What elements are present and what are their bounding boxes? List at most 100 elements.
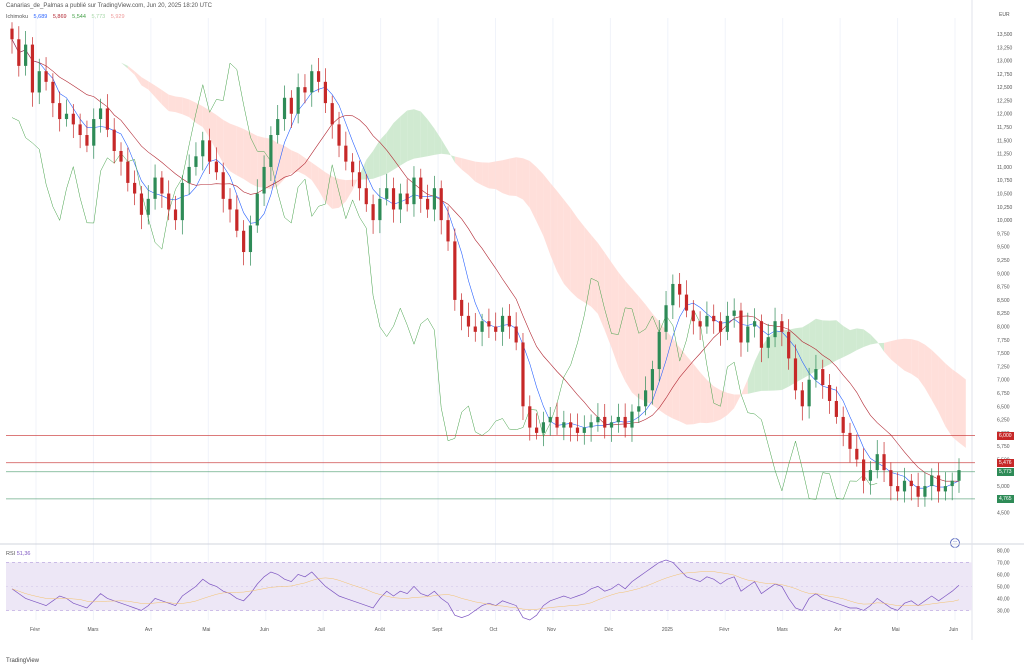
cloud-segment xyxy=(788,328,796,387)
cloud-segment xyxy=(291,150,299,174)
candle-body xyxy=(637,406,641,412)
price-axis: 13,500 13,250 13,000 12,750 12,500 12,250 12,0… xyxy=(997,32,1013,614)
cloud-segment xyxy=(734,394,741,409)
cloud-segment xyxy=(884,341,891,360)
cloud-segment xyxy=(836,320,844,361)
candle-body xyxy=(705,315,709,327)
cloud-segment xyxy=(686,355,694,425)
cloud-segment xyxy=(209,110,217,151)
ichimoku-value-5: 5,929 xyxy=(110,14,125,20)
cloud-segment xyxy=(359,159,367,180)
cloud-segment xyxy=(434,128,442,155)
ichimoku-legend[interactable]: Ichimoku 5,689 5,869 5,544 5,773 5,929 xyxy=(6,14,129,20)
candle-body xyxy=(262,166,266,194)
candle-body xyxy=(405,193,409,205)
cloud-segment xyxy=(843,325,850,358)
price-tick-label: 9,000 xyxy=(997,271,1010,277)
candle-body xyxy=(323,81,327,104)
cloud-segment xyxy=(877,341,885,352)
rsi-legend[interactable]: RSI 51,36 xyxy=(6,551,30,557)
candle-body xyxy=(480,321,484,332)
cloud-segment xyxy=(413,109,421,159)
cloud-segment xyxy=(332,176,340,209)
candle-body xyxy=(385,188,389,199)
cloud-segment xyxy=(155,85,162,105)
time-tick-label: Avr xyxy=(145,627,153,633)
candle-body xyxy=(930,475,934,487)
candle-body xyxy=(419,177,423,199)
cloud-segment xyxy=(298,153,305,175)
cloud-segment xyxy=(693,363,701,425)
candle-body xyxy=(494,326,498,332)
candle-body xyxy=(207,140,212,162)
time-tick-label: Févr xyxy=(719,627,729,633)
cloud-segment xyxy=(148,81,156,97)
candle-body xyxy=(650,369,655,391)
candle-body xyxy=(827,385,832,401)
candle-body xyxy=(821,369,825,386)
candle-body xyxy=(316,71,321,82)
candle-body xyxy=(64,113,69,120)
candle-body xyxy=(187,166,191,183)
cloud-segment xyxy=(761,337,769,391)
candle-body xyxy=(146,198,150,215)
cloud-segment xyxy=(938,356,946,427)
candle-body xyxy=(766,337,770,348)
candle-body xyxy=(439,188,443,221)
candle-body xyxy=(534,427,539,433)
candle-body xyxy=(412,177,416,205)
price-tick-label: 12,500 xyxy=(997,85,1013,91)
cloud-segment xyxy=(959,374,966,448)
candle-body xyxy=(507,315,511,327)
price-tick-label: 6,500 xyxy=(997,404,1010,410)
candle-body xyxy=(875,454,879,471)
price-tick-label: 9,500 xyxy=(997,245,1010,251)
cloud-segment xyxy=(482,162,489,189)
candle-body xyxy=(330,103,334,125)
candle-body xyxy=(868,470,873,481)
cloud-segment xyxy=(577,217,585,303)
cloud-segment xyxy=(638,296,646,402)
cloud-segment xyxy=(775,330,782,391)
rsi-value: 51,36 xyxy=(16,551,31,557)
price-tick-label: 13,250 xyxy=(997,45,1013,51)
cloud-segment xyxy=(706,379,714,424)
cloud-segment xyxy=(618,272,626,382)
candle-body xyxy=(44,71,48,82)
price-tick-label: 10,750 xyxy=(997,178,1013,184)
price-tag: 6,000 xyxy=(997,431,1014,440)
candle-body xyxy=(289,97,293,114)
cloud-segment xyxy=(339,178,346,208)
candle-body xyxy=(228,198,232,210)
candle-body xyxy=(773,321,777,338)
candle-body xyxy=(555,416,559,428)
cloud-segment xyxy=(727,392,735,415)
candle-body xyxy=(425,198,430,210)
kijun-line xyxy=(11,39,959,482)
cloud-segment xyxy=(264,137,271,189)
cloud-segment xyxy=(202,106,210,138)
cloud-segment xyxy=(829,320,837,365)
price-tag: 5,476 xyxy=(997,458,1014,467)
cloud-segment xyxy=(720,390,728,420)
time-tick-label: Oct xyxy=(490,627,498,633)
candle-body xyxy=(603,416,607,428)
price-tag: 5,773 xyxy=(997,467,1014,476)
candle-body xyxy=(957,470,961,481)
tenkan-line xyxy=(11,39,960,489)
cloud-segment xyxy=(318,167,326,203)
candle-body xyxy=(337,124,341,146)
candle-body xyxy=(582,427,586,433)
candle-body xyxy=(950,480,954,487)
candle-body xyxy=(780,321,784,332)
cloud-segment xyxy=(815,318,823,372)
candle-body xyxy=(575,427,580,433)
cloud-segment xyxy=(345,179,353,202)
rsi-ma-line xyxy=(11,571,960,610)
tradingview-brand[interactable]: TradingView xyxy=(6,658,40,664)
candle-body xyxy=(562,422,566,428)
candle-body xyxy=(664,305,668,332)
cloud-segment xyxy=(802,323,810,379)
price-tick-label: 6,250 xyxy=(997,418,1010,424)
